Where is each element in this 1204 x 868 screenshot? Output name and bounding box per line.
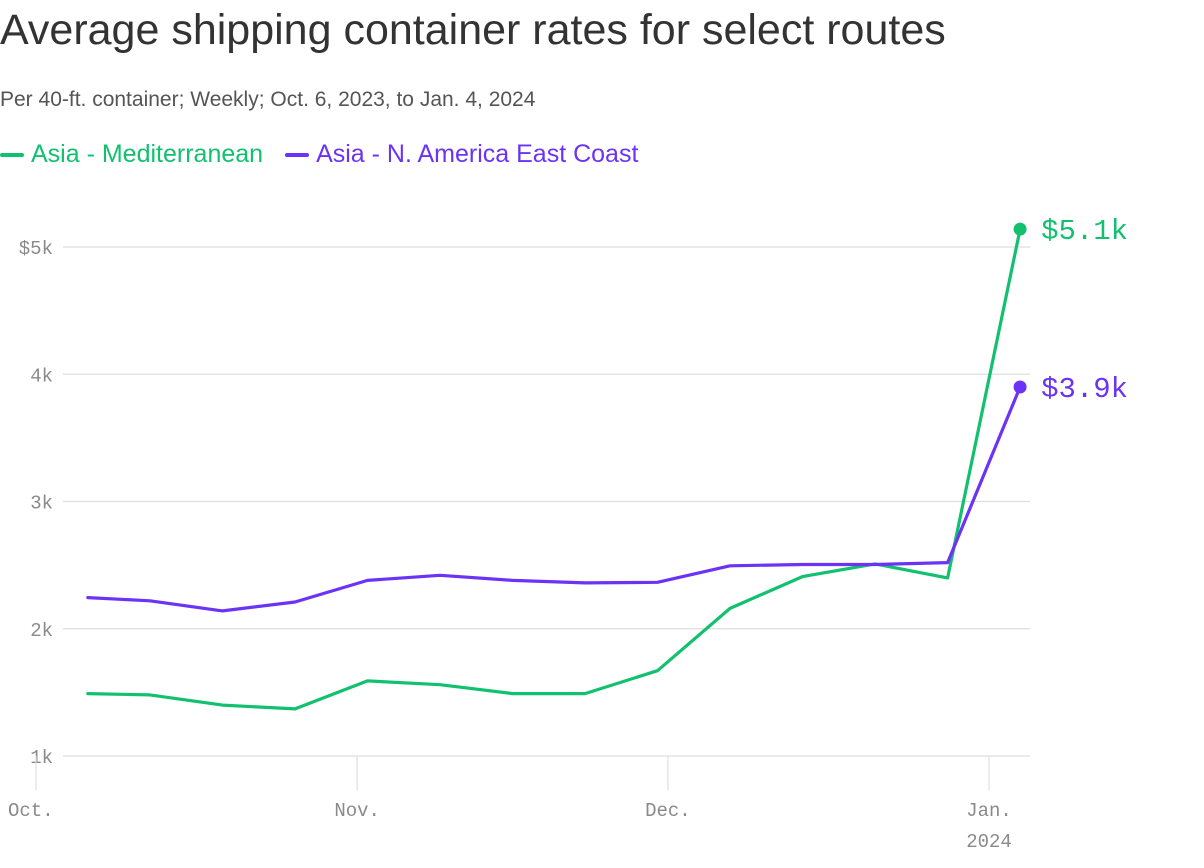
series-lines — [86, 222, 1027, 711]
x-tick-label-1: Nov. — [334, 800, 380, 822]
legend-label-east-coast: Asia - N. America East Coast — [316, 140, 639, 168]
y-tick-label-0: 1k — [30, 747, 53, 769]
end-value-label-1: $3.9k — [1041, 373, 1128, 406]
series-endpoint-0 — [1013, 222, 1027, 236]
x-tick-label-3: Jan. — [966, 800, 1012, 822]
series-endpoint-1 — [1013, 380, 1027, 394]
y-axis-ticks: 1k 2k 3k 4k $5k — [19, 238, 53, 769]
gridlines — [63, 246, 1030, 757]
legend-label-mediterranean: Asia - Mediterranean — [31, 140, 264, 168]
chart-title: Average shipping container rates for sel… — [0, 6, 946, 54]
x-axis-ticks: Oct. Nov. Dec. Jan. 2024 — [8, 756, 1012, 853]
series-line-0 — [86, 227, 1022, 711]
end-value-labels: $5.1k $3.9k — [1041, 215, 1128, 406]
y-tick-label-3: 4k — [30, 365, 53, 387]
legend-item-east-coast: Asia - N. America East Coast — [285, 140, 638, 169]
x-tick-label-0: Oct. — [8, 800, 54, 822]
y-tick-label-2: 3k — [30, 493, 53, 515]
chart-subtitle: Per 40-ft. container; Weekly; Oct. 6, 20… — [0, 88, 536, 111]
legend: Asia - Mediterranean Asia - N. America E… — [0, 140, 638, 169]
legend-swatch-east-coast — [285, 152, 310, 157]
end-value-label-0: $5.1k — [1041, 215, 1128, 248]
x-tick-sublabel-3: 2024 — [966, 831, 1012, 853]
legend-swatch-mediterranean — [0, 152, 24, 157]
y-tick-label-1: 2k — [30, 620, 53, 642]
x-tick-label-2: Dec. — [645, 800, 691, 822]
legend-item-mediterranean: Asia - Mediterranean — [0, 140, 263, 169]
y-tick-label-4: $5k — [19, 238, 53, 260]
series-line-1 — [86, 385, 1022, 613]
